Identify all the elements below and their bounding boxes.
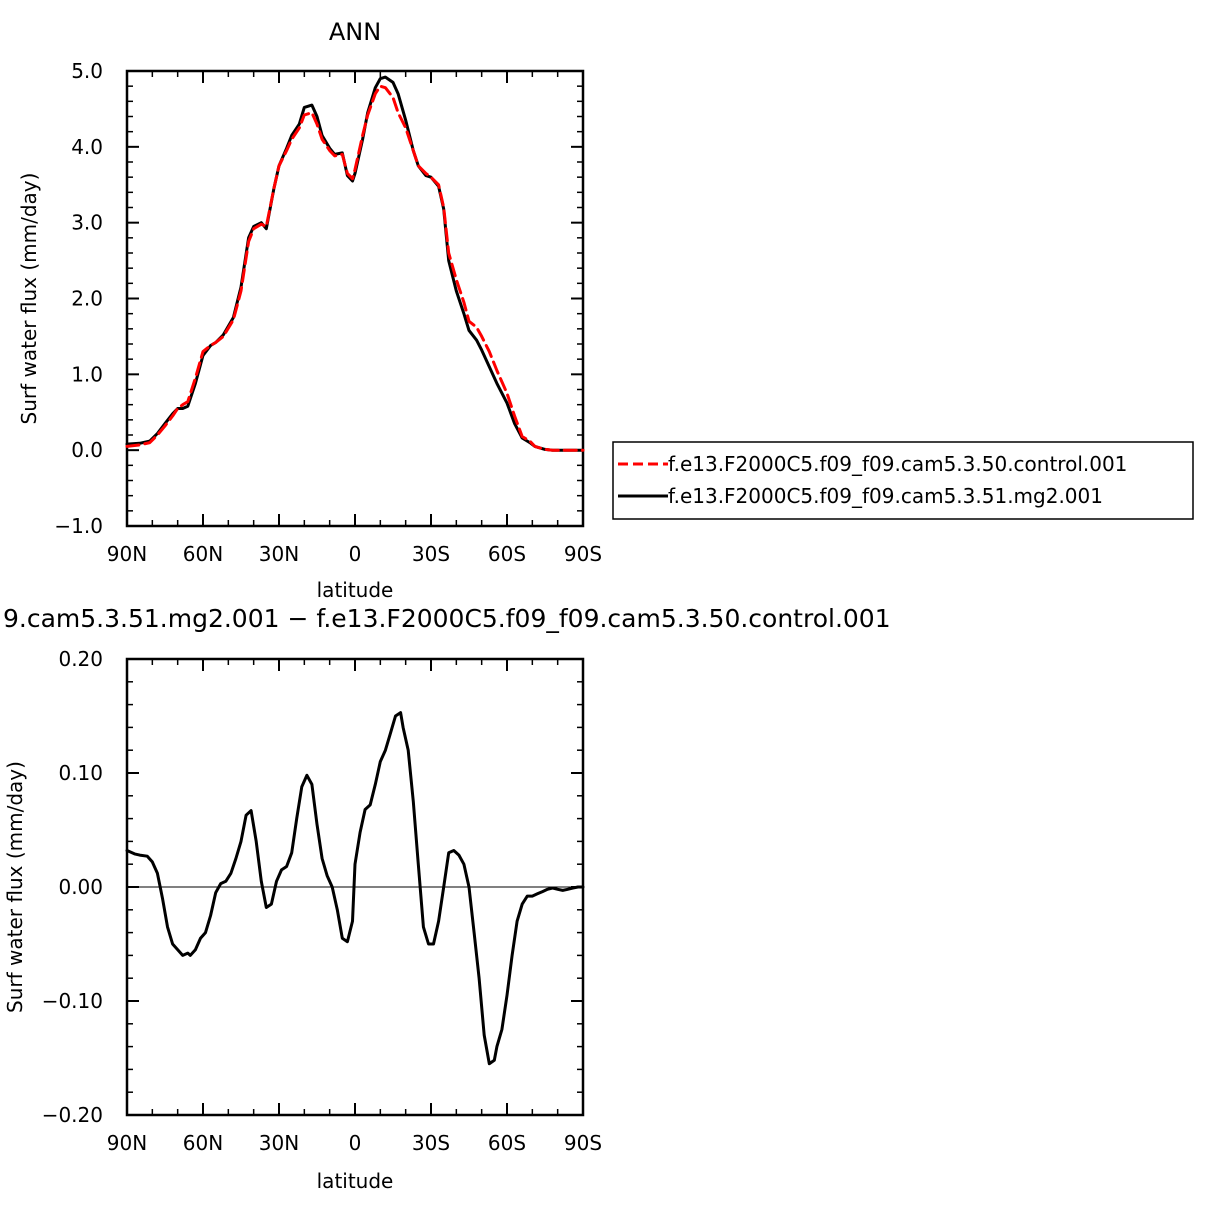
legend-label-0: f.e13.F2000C5.f09_f09.cam5.3.50.control.… [668, 452, 1127, 476]
x-tick-label: 30S [412, 542, 450, 566]
y-axis-label: Surf water flux (mm/day) [17, 173, 41, 425]
x-axis-label: latitude [317, 578, 394, 602]
legend: f.e13.F2000C5.f09_f09.cam5.3.50.control.… [612, 441, 1194, 520]
legend-label-1: f.e13.F2000C5.f09_f09.cam5.3.51.mg2.001 [668, 484, 1103, 508]
y-tick-label: 0.0 [71, 438, 103, 462]
x-tick-label: 90N [107, 1131, 147, 1155]
x-axis-label: latitude [317, 1169, 394, 1193]
y-tick-label: −0.10 [42, 989, 103, 1013]
legend-box [612, 441, 1194, 520]
x-tick-label: 90N [107, 542, 147, 566]
top-panel: ANN 90N 60N 30N 0 30S 60S 90S 5.0 4.0 3.0 2.0 1.0 0.0… [17, 18, 602, 602]
x-tick-label: 60N [183, 1131, 223, 1155]
x-tick-label: 30S [412, 1131, 450, 1155]
y-tick-label: −1.0 [54, 514, 103, 538]
y-tick-label: 3.0 [71, 211, 103, 235]
y-tick-label: 2.0 [71, 287, 103, 311]
series-line-1 [125, 75, 585, 452]
x-tick-label: 60N [183, 542, 223, 566]
y-tick-label: 5.0 [71, 59, 103, 83]
difference-panel: 9.cam5.3.51.mg2.001 − f.e13.F2000C5.f09_… [3, 604, 891, 1193]
y-tick-label: −0.20 [42, 1103, 103, 1127]
plot-frame [125, 69, 585, 528]
x-tick-label: 60S [488, 542, 526, 566]
x-tick-label: 90S [564, 542, 602, 566]
y-tick-label: 0.10 [58, 761, 103, 785]
x-tick-label: 0 [349, 1131, 362, 1155]
x-tick-label: 90S [564, 1131, 602, 1155]
y-tick-label: 1.0 [71, 362, 103, 386]
chart-title: 9.cam5.3.51.mg2.001 − f.e13.F2000C5.f09_… [3, 604, 891, 633]
series-line-0 [125, 711, 585, 1066]
y-tick-label: 0.00 [58, 875, 103, 899]
x-tick-label: 60S [488, 1131, 526, 1155]
y-tick-label: 4.0 [71, 135, 103, 159]
y-axis-label: Surf water flux (mm/day) [3, 761, 27, 1013]
x-tick-label: 30N [259, 542, 299, 566]
x-tick-label: 0 [349, 542, 362, 566]
x-tick-label: 30N [259, 1131, 299, 1155]
y-tick-label: 0.20 [58, 647, 103, 671]
series-line-0 [125, 84, 585, 452]
chart-title: ANN [329, 18, 381, 46]
